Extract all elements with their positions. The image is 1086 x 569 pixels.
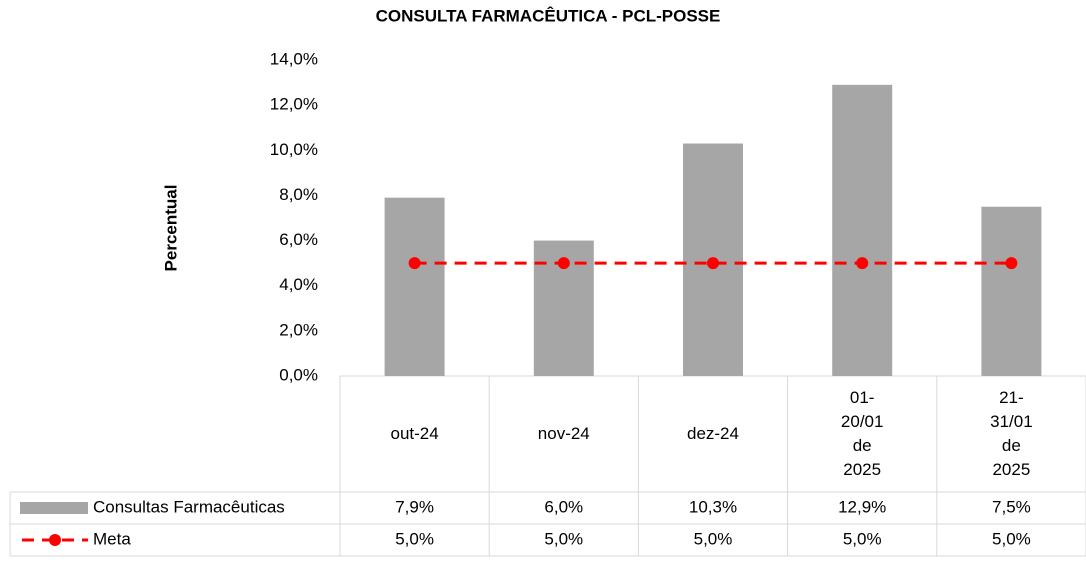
point [707,257,719,270]
table-value: 5,0% [544,529,583,548]
y-tick-label: 12,0% [270,95,318,114]
table-value: 5,0% [992,529,1031,548]
x-tick-label: 01-20/01 de 2025 [788,376,937,492]
legend-label: Consultas Farmacêuticas [93,497,285,516]
x-tick-label: dez-24 [638,376,787,492]
table-value: 7,9% [395,497,434,516]
y-tick-label: 4,0% [279,275,318,294]
bar [981,206,1042,376]
table-value: 5,0% [694,529,733,548]
y-tick-label: 6,0% [279,230,318,249]
table-value: 12,9% [838,497,886,516]
table-value: 5,0% [843,529,882,548]
point [557,257,570,270]
x-tick-label: nov-24 [489,376,638,492]
x-tick-text: 21-31/01 de 2025 [990,388,1033,479]
x-tick-text: dez-24 [686,424,739,443]
y-tick-label: 14,0% [270,49,318,68]
point [408,257,421,270]
y-tick-label: 8,0% [279,185,318,204]
y-axis-label: Percentual [161,185,180,272]
table-value: 6,0% [544,497,583,516]
x-tick-text: nov-24 [537,424,590,443]
y-tick-label: 0,0% [279,365,318,384]
y-tick-label: 10,0% [270,140,318,159]
point [856,257,869,270]
point [1005,257,1018,270]
legend-key [49,534,61,546]
x-tick-label: 21-31/01 de 2025 [937,376,1086,492]
table-value: 7,5% [992,497,1031,516]
table-value: 5,0% [395,529,434,548]
x-tick-text: out-24 [390,424,439,443]
legend-key [20,502,88,514]
legend-label: Meta [93,529,131,548]
bar [384,197,445,376]
y-tick-label: 2,0% [279,320,318,339]
chart-title: CONSULTA FARMACÊUTICA - PCL-POSSE [376,6,721,25]
x-tick-label: out-24 [340,376,489,492]
bar [832,84,893,376]
x-tick-text: 01-20/01 de 2025 [840,388,884,479]
table-value: 10,3% [689,497,737,516]
